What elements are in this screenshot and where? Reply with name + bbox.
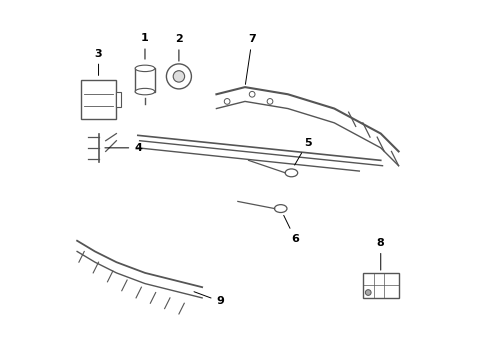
Text: 6: 6 xyxy=(284,215,299,244)
Text: 3: 3 xyxy=(95,49,102,75)
Ellipse shape xyxy=(135,65,155,72)
Text: 7: 7 xyxy=(245,34,256,84)
Bar xyxy=(117,92,121,108)
Text: 5: 5 xyxy=(294,138,311,165)
Text: 9: 9 xyxy=(194,292,224,306)
Circle shape xyxy=(366,290,371,296)
Ellipse shape xyxy=(285,169,298,177)
Ellipse shape xyxy=(135,88,155,95)
Bar xyxy=(135,68,155,91)
Text: 4: 4 xyxy=(105,143,142,153)
Ellipse shape xyxy=(274,204,287,212)
Text: 2: 2 xyxy=(175,34,183,61)
Circle shape xyxy=(249,91,255,97)
Text: 8: 8 xyxy=(377,238,385,270)
Circle shape xyxy=(173,71,185,82)
Bar xyxy=(81,80,117,119)
Bar xyxy=(363,273,398,298)
Circle shape xyxy=(167,64,192,89)
Circle shape xyxy=(267,99,273,104)
Text: 1: 1 xyxy=(141,33,149,59)
Circle shape xyxy=(224,99,230,104)
